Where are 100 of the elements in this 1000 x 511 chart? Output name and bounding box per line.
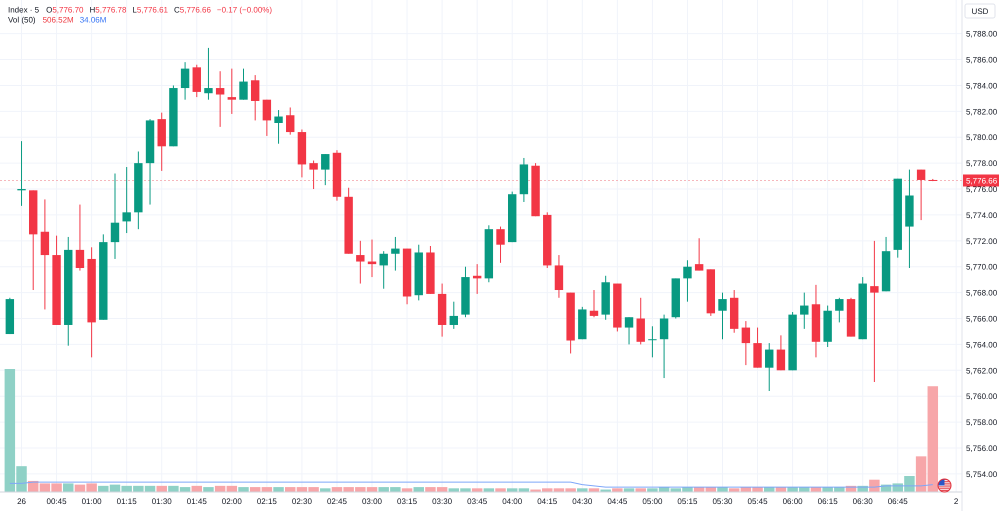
x-tick-label: 03:15 [397,497,418,506]
candlestick [683,260,692,302]
annotation: L5,776.61 [132,6,169,14]
text: Index · 5 [8,6,40,14]
bar [192,486,202,492]
candlestick [916,169,926,221]
annotation: 34.06M [80,16,107,24]
candlestick [286,106,294,136]
candlestick [624,316,634,345]
x-tick-label: 06:30 [852,497,874,506]
candlestick [228,68,236,114]
candlestick [180,62,190,100]
candlestick [356,240,365,284]
candlestick [472,264,482,294]
y-tick-label: 5,774.00 [966,210,998,220]
candlestick [110,172,120,260]
y-tick-label: 5,772.00 [966,236,998,246]
x-tick-label: 03:00 [362,497,383,506]
candlestick [660,314,668,379]
bar [273,487,284,492]
candlestick [76,204,84,272]
y-tick-label: 5,780.00 [966,133,998,142]
x-tick-label: 06:15 [818,497,838,506]
candlestick [216,70,224,128]
candlestick [776,334,786,371]
annotation: O5,776.70 [46,6,84,14]
annotation: −0.17 (−0.00%) [216,6,272,14]
x-tick-label: 06:45 [888,497,908,506]
y-tick-label: 5,778.00 [966,159,998,168]
x-tick-label: 02:30 [292,497,312,506]
candlestick [17,140,26,206]
bar [203,487,214,492]
bar [869,480,880,492]
y-tick-label: 5,758.00 [966,418,998,428]
x-tick-label: 02:00 [222,497,242,506]
candlestick [379,250,388,290]
y-tick-label: 5,766.00 [966,314,998,324]
y-tick-label: 5,754.00 [966,470,998,479]
y-tick-label: 5,770.00 [966,262,998,272]
candlestick [309,160,318,190]
y-tick-label: 5,786.00 [966,56,998,65]
x-tick-label: 05:00 [642,497,663,506]
x-tick-label: 03:45 [467,497,488,506]
candlestick [742,320,750,366]
x-tick-label: 04:00 [502,497,523,506]
x-tick-label: 01:15 [116,497,138,506]
candlestick [368,239,376,278]
candlestick [694,238,704,272]
x-tick-label: 01:45 [186,497,208,506]
x-tick-label: 01:00 [82,497,102,506]
x-tick-label: 06:00 [782,497,804,506]
x-tick-label: 04:30 [572,497,593,506]
x-tick-label: 02:15 [256,497,278,506]
candlestick [718,292,727,340]
candlestick [496,226,505,264]
y-tick-label: 5,760.00 [966,392,998,402]
y-tick-label: 5,764.00 [966,340,998,350]
x-tick-label: 05:30 [712,497,734,506]
y-axis-title: USD [972,7,989,16]
x-tick-label: 02:45 [326,497,348,506]
annotation: C5,776.66 [174,6,212,14]
y-tick-label: 5,756.00 [966,444,998,453]
x-tick-label: 05:45 [748,497,768,506]
bar [414,487,424,492]
x-tick-label: 2 [954,497,959,506]
candlestick [262,99,272,136]
x-tick-label: 26 [17,497,27,506]
y-tick-label: 5,762.00 [966,366,998,376]
x-tick-label: 04:15 [537,497,558,506]
candlestick [450,301,458,330]
x-tick-label: 00:45 [46,497,68,506]
annotation: H5,776.78 [89,6,127,14]
bar [63,483,74,492]
candlestick [122,166,131,234]
bar [156,486,167,492]
y-tick-label: 5,788.00 [966,30,998,39]
candlestick [835,297,844,323]
candlestick [648,326,657,358]
x-tick-label: 05:15 [677,497,698,506]
y-tick-label: 5,768.00 [966,288,998,298]
candlestick [274,110,283,144]
candlestick [870,240,879,382]
chart-title: Vol (50) [8,16,36,24]
candlestick [590,290,598,318]
candlestick [40,198,50,310]
annotation: 506.52M [42,16,74,24]
candlestick [391,236,400,272]
y-tick-label: 5,776.00 [966,185,998,194]
candlestick [636,297,645,345]
candlestick [800,292,808,330]
candlestick [239,68,248,100]
candlestick [250,74,260,121]
candlestick [765,342,774,392]
y-tick-label: 5,782.00 [966,107,998,116]
candlestick [204,47,213,100]
y-tick-label: 5,784.00 [966,81,998,90]
x-tick-label: 01:30 [152,497,172,506]
ref-line-label: 5,776.66 [966,176,998,186]
x-tick-label: 03:30 [432,497,453,506]
candlestick [321,154,330,186]
